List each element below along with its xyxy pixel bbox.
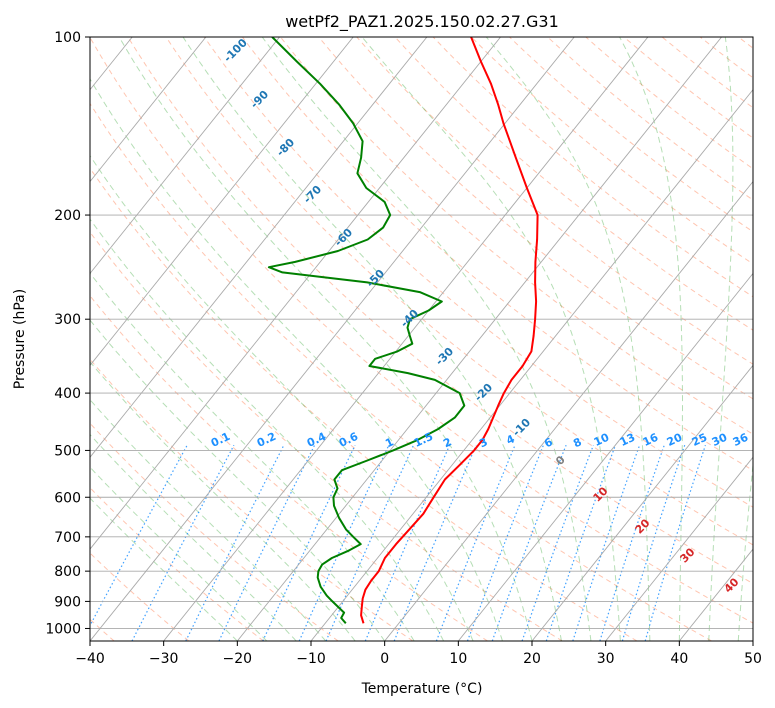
moist-adiabat-line [90, 466, 268, 641]
dry-adiabat-line [432, 37, 753, 298]
moist-adiabat-line [90, 78, 503, 641]
isotherm-line [90, 37, 280, 275]
mixing-ratio-line [644, 445, 706, 641]
y-axis-title: Pressure (hPa) [12, 289, 28, 389]
dry-adiabat-line [90, 102, 712, 641]
y-tick-label: 800 [54, 564, 81, 580]
y-tick-label: 600 [54, 490, 81, 506]
mixing-ratio-line [599, 444, 665, 641]
moist-adiabat-line [90, 497, 238, 641]
x-tick-label: 30 [597, 651, 615, 667]
temperature-line [360, 37, 539, 624]
mixing-ratio-label: 36 [731, 431, 751, 449]
mixing-ratio-label: 25 [690, 431, 709, 449]
y-tick-label: 100 [54, 30, 81, 46]
mixing-ratio-label: 30 [710, 431, 730, 449]
x-tick-label: 10 [449, 651, 467, 667]
moist-adiabat-line [90, 154, 474, 641]
moist-adiabat-line [90, 319, 386, 641]
moist-adiabat-line [182, 37, 562, 641]
moist-adiabat-line [90, 218, 445, 641]
x-tick-label: −20 [223, 651, 253, 667]
x-tick-label: −10 [296, 651, 326, 667]
isotherm-line [90, 37, 207, 183]
profile-lines [267, 37, 539, 624]
y-tick-label: 1000 [45, 621, 81, 637]
x-tick-label: −40 [75, 651, 105, 667]
mixing-ratio-label: 20 [665, 431, 685, 449]
mixing-ratio-line [364, 444, 451, 641]
dry-adiabat-line [470, 37, 753, 265]
moist-adiabat-line [485, 37, 651, 641]
isotherm-line [90, 37, 354, 367]
moist-adiabat-line [619, 37, 683, 641]
chart-title: wetPf2_PAZ1.2025.150.02.27.G31 [285, 12, 559, 32]
x-tick-label: 20 [523, 651, 541, 667]
mixing-ratio-line [218, 444, 316, 641]
mixing-ratio-label: 13 [618, 431, 637, 449]
dry-adiabat-line [90, 422, 339, 641]
mixing-ratio-line [491, 444, 567, 641]
isotherm-line [310, 88, 753, 641]
isotherm-line [236, 37, 722, 641]
x-axis-title: Temperature (°C) [361, 681, 483, 697]
mixing-ratio-label: 16 [641, 431, 661, 449]
dry-adiabat-line [90, 37, 753, 624]
isotherm-line [457, 272, 753, 641]
moist-adiabat-line [708, 37, 734, 641]
dry-adiabat-line [90, 486, 264, 641]
x-tick-label: 40 [670, 651, 688, 667]
dry-adiabat-line [280, 37, 753, 435]
dry-adiabat-line [318, 37, 753, 400]
moist-adiabat-line [90, 361, 356, 641]
dry-adiabat-line [90, 167, 638, 641]
dewpoint-line [267, 37, 466, 624]
isotherm-line [90, 37, 428, 458]
mixing-ratio-line [466, 444, 544, 641]
dry-adiabat-line [356, 37, 753, 365]
isotherm-line [531, 364, 753, 641]
mixing-ratio-line [185, 444, 285, 641]
background-lines [90, 37, 753, 641]
isotherm-line [163, 37, 649, 641]
y-tick-label: 400 [54, 386, 81, 402]
moist-adiabat-line [737, 460, 753, 641]
axis-ticks: −40 −30 −20 −10 0 10 20 30 40 50 1000 900 800 700 600 5… [45, 30, 762, 667]
y-tick-label: 500 [54, 443, 81, 459]
dry-adiabat-line [90, 231, 563, 641]
dry-adiabat-line [547, 37, 753, 201]
mixing-ratio-label: 10 [592, 431, 612, 449]
mixing-ratio-line [621, 445, 686, 641]
isotherm-line [384, 180, 753, 641]
dry-adiabat-line [203, 37, 753, 508]
y-tick-label: 300 [54, 312, 81, 328]
dry-adiabat-line [90, 295, 488, 641]
x-tick-label: −30 [149, 651, 179, 667]
plot-frame [89, 36, 754, 642]
moist-adiabat-line [90, 433, 297, 641]
isotherm-line [90, 37, 501, 550]
mixing-ratio-line [572, 444, 641, 641]
y-tick-label: 900 [54, 594, 81, 610]
dry-adiabat-line [127, 37, 753, 585]
moist-adiabat-line [361, 37, 621, 641]
moist-adiabat-line [118, 37, 533, 641]
dry-adiabat-line [509, 37, 753, 233]
isotherm-line [605, 456, 753, 641]
isotherm-line [90, 37, 575, 641]
moist-adiabat-line [261, 37, 592, 641]
x-tick-label: 50 [744, 651, 762, 667]
mixing-ratio-line [325, 444, 415, 641]
y-tick-label: 200 [54, 208, 81, 224]
x-tick-label: 0 [380, 651, 389, 667]
dry-adiabat-line [165, 37, 753, 546]
mixing-ratio-line [545, 444, 616, 641]
y-tick-label: 700 [54, 530, 81, 546]
mixing-ratio-line [521, 444, 594, 641]
